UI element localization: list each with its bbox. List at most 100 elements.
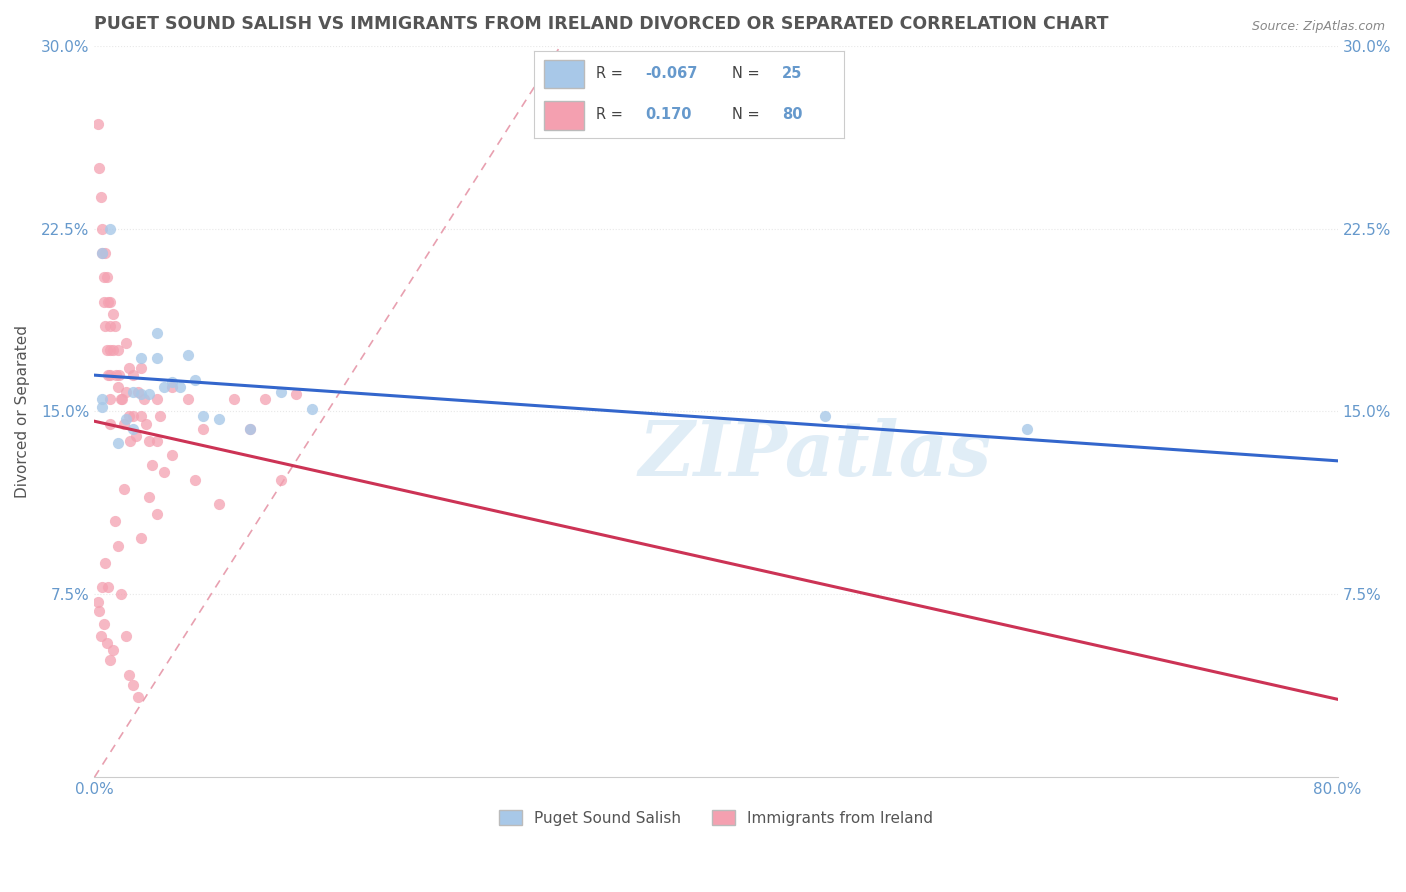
FancyBboxPatch shape bbox=[544, 60, 583, 88]
Text: Source: ZipAtlas.com: Source: ZipAtlas.com bbox=[1251, 20, 1385, 33]
Point bbox=[110, 392, 132, 407]
Point bbox=[98, 221, 121, 235]
Point bbox=[254, 392, 277, 407]
Point bbox=[91, 246, 114, 260]
Point bbox=[177, 348, 200, 362]
Point bbox=[224, 392, 246, 407]
Point bbox=[184, 373, 207, 387]
Point bbox=[91, 400, 114, 414]
Point bbox=[101, 307, 124, 321]
Point bbox=[145, 434, 167, 448]
Point bbox=[138, 490, 160, 504]
Point bbox=[96, 636, 118, 650]
Point bbox=[108, 368, 131, 382]
Point bbox=[129, 387, 152, 401]
Point bbox=[94, 246, 117, 260]
Point bbox=[97, 368, 120, 382]
Point bbox=[104, 319, 127, 334]
Point bbox=[160, 375, 183, 389]
Point bbox=[208, 411, 231, 425]
Point bbox=[90, 190, 112, 204]
Point bbox=[98, 319, 121, 334]
Point bbox=[145, 507, 167, 521]
Point bbox=[122, 677, 145, 691]
Point bbox=[814, 409, 837, 424]
Point bbox=[122, 409, 145, 424]
Point bbox=[107, 380, 129, 394]
Point bbox=[105, 368, 128, 382]
Point bbox=[112, 483, 135, 497]
Point bbox=[104, 514, 127, 528]
Point bbox=[98, 392, 121, 407]
Point bbox=[122, 368, 145, 382]
Point bbox=[101, 343, 124, 358]
Point bbox=[1015, 421, 1038, 435]
Point bbox=[184, 473, 207, 487]
Point bbox=[89, 161, 111, 175]
Point bbox=[111, 392, 134, 407]
Point bbox=[138, 387, 160, 401]
Point bbox=[98, 417, 121, 431]
Point bbox=[145, 326, 167, 341]
Point bbox=[114, 411, 136, 425]
Point bbox=[127, 384, 149, 399]
Y-axis label: Divorced or Separated: Divorced or Separated bbox=[15, 325, 30, 498]
Point bbox=[107, 539, 129, 553]
Point bbox=[90, 629, 112, 643]
Point bbox=[86, 117, 108, 131]
Point bbox=[208, 497, 231, 511]
Point bbox=[96, 270, 118, 285]
Point bbox=[98, 653, 121, 667]
Point bbox=[120, 434, 142, 448]
Point bbox=[96, 343, 118, 358]
Point bbox=[91, 392, 114, 407]
Text: N =: N = bbox=[733, 107, 765, 122]
Text: N =: N = bbox=[733, 66, 765, 81]
Text: ZIPatlas: ZIPatlas bbox=[638, 418, 993, 492]
Point bbox=[107, 343, 129, 358]
Point bbox=[145, 351, 167, 365]
Point bbox=[97, 580, 120, 594]
Point bbox=[98, 343, 121, 358]
Point bbox=[114, 629, 136, 643]
Point bbox=[129, 351, 152, 365]
Point bbox=[129, 531, 152, 545]
Point bbox=[89, 604, 111, 618]
Point bbox=[160, 448, 183, 462]
Point bbox=[125, 429, 148, 443]
Point bbox=[177, 392, 200, 407]
Point bbox=[93, 616, 115, 631]
Point bbox=[145, 392, 167, 407]
Point bbox=[239, 421, 262, 435]
Point bbox=[160, 380, 183, 394]
Point bbox=[94, 319, 117, 334]
Point bbox=[86, 594, 108, 608]
Point bbox=[97, 294, 120, 309]
FancyBboxPatch shape bbox=[544, 101, 583, 129]
Point bbox=[107, 436, 129, 450]
Point bbox=[93, 270, 115, 285]
Point bbox=[118, 360, 141, 375]
Point bbox=[169, 380, 191, 394]
Text: 0.170: 0.170 bbox=[645, 107, 692, 122]
Point bbox=[127, 690, 149, 704]
Point bbox=[285, 387, 308, 401]
Point bbox=[122, 384, 145, 399]
Point bbox=[122, 421, 145, 435]
Point bbox=[193, 421, 215, 435]
Point bbox=[239, 421, 262, 435]
Point bbox=[129, 360, 152, 375]
Point bbox=[114, 336, 136, 351]
Point bbox=[93, 294, 115, 309]
Text: 80: 80 bbox=[782, 107, 803, 122]
Point bbox=[270, 384, 292, 399]
Text: PUGET SOUND SALISH VS IMMIGRANTS FROM IRELAND DIVORCED OR SEPARATED CORRELATION : PUGET SOUND SALISH VS IMMIGRANTS FROM IR… bbox=[94, 15, 1109, 33]
Point bbox=[153, 466, 176, 480]
Point bbox=[98, 294, 121, 309]
Point bbox=[91, 221, 114, 235]
Point bbox=[138, 434, 160, 448]
Point bbox=[94, 556, 117, 570]
Point bbox=[149, 409, 172, 424]
Point bbox=[141, 458, 163, 472]
Point bbox=[91, 246, 114, 260]
